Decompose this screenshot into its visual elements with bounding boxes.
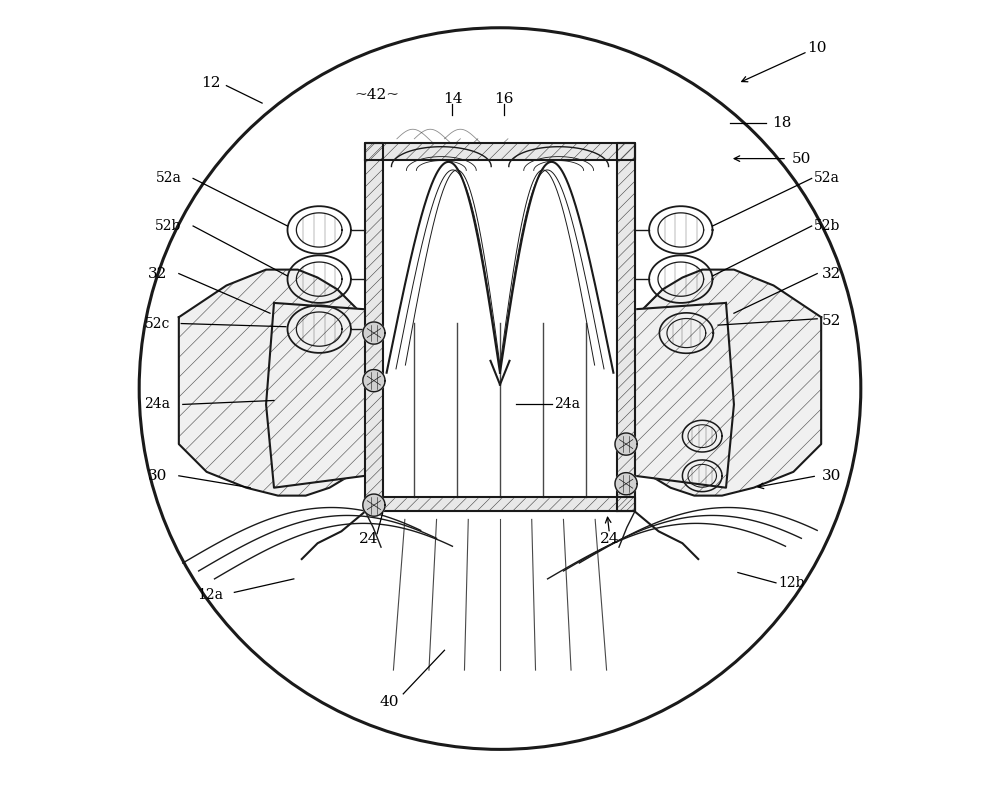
Text: 24a: 24a xyxy=(144,397,170,412)
Text: 24: 24 xyxy=(359,532,379,546)
Text: 52b: 52b xyxy=(155,219,182,233)
Text: ~42~: ~42~ xyxy=(355,88,400,102)
Text: 18: 18 xyxy=(772,116,791,130)
Polygon shape xyxy=(615,473,637,495)
Text: 52a: 52a xyxy=(814,171,840,186)
Polygon shape xyxy=(363,494,385,516)
Text: 16: 16 xyxy=(494,92,514,106)
Polygon shape xyxy=(635,270,821,496)
Polygon shape xyxy=(363,322,385,344)
Polygon shape xyxy=(179,270,365,496)
Polygon shape xyxy=(383,160,617,497)
Text: 14: 14 xyxy=(443,92,462,106)
Text: 32: 32 xyxy=(822,266,841,281)
Polygon shape xyxy=(617,143,635,511)
Text: 50: 50 xyxy=(792,151,811,166)
Text: 12b: 12b xyxy=(779,576,805,590)
Polygon shape xyxy=(266,303,365,488)
Text: 40: 40 xyxy=(379,695,399,709)
Text: 24: 24 xyxy=(600,532,619,546)
Polygon shape xyxy=(363,370,385,392)
Text: 30: 30 xyxy=(148,469,167,483)
Polygon shape xyxy=(615,433,637,455)
Text: 52c: 52c xyxy=(145,316,170,331)
Text: 12a: 12a xyxy=(198,588,224,602)
Text: 52: 52 xyxy=(822,314,841,328)
Text: 24a: 24a xyxy=(554,397,580,412)
Text: 52a: 52a xyxy=(156,171,181,186)
Text: 30: 30 xyxy=(822,469,841,483)
Polygon shape xyxy=(365,497,635,511)
Polygon shape xyxy=(365,143,635,160)
Polygon shape xyxy=(635,303,734,488)
Text: 52b: 52b xyxy=(814,219,840,233)
Polygon shape xyxy=(365,143,383,511)
Circle shape xyxy=(142,30,858,747)
Text: 10: 10 xyxy=(807,40,827,55)
Text: 12: 12 xyxy=(201,76,220,90)
Text: 32: 32 xyxy=(148,266,167,281)
